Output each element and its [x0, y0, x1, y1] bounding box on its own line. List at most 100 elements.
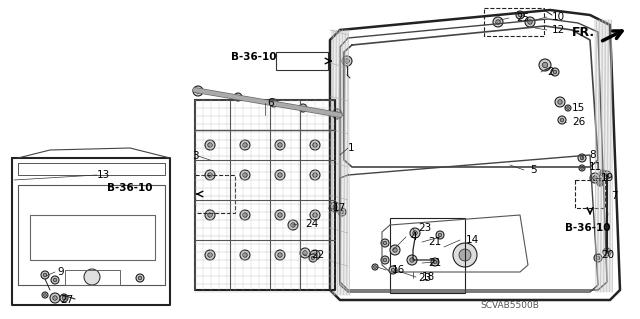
Circle shape — [205, 140, 215, 150]
Circle shape — [340, 210, 344, 214]
Text: 20: 20 — [601, 250, 614, 260]
Text: 15: 15 — [572, 103, 585, 113]
Circle shape — [240, 140, 250, 150]
Circle shape — [330, 202, 340, 212]
Text: 6: 6 — [267, 98, 274, 108]
Circle shape — [383, 258, 387, 262]
Bar — [484, 8, 544, 36]
Circle shape — [275, 250, 285, 260]
Circle shape — [381, 256, 389, 264]
Circle shape — [374, 266, 376, 268]
Circle shape — [410, 228, 420, 238]
Circle shape — [335, 112, 339, 116]
Bar — [276, 52, 328, 70]
Circle shape — [275, 170, 285, 180]
Circle shape — [407, 255, 417, 265]
Circle shape — [278, 143, 282, 147]
Circle shape — [205, 210, 215, 220]
Bar — [575, 180, 605, 208]
Text: 14: 14 — [466, 235, 479, 245]
Circle shape — [590, 173, 600, 183]
Text: 8: 8 — [589, 150, 596, 160]
Text: 19: 19 — [601, 173, 614, 183]
Circle shape — [240, 170, 250, 180]
Text: 11: 11 — [589, 162, 602, 172]
Circle shape — [555, 97, 565, 107]
Circle shape — [53, 278, 57, 282]
Circle shape — [303, 251, 307, 255]
Circle shape — [193, 86, 203, 96]
Circle shape — [594, 254, 602, 262]
Circle shape — [243, 173, 247, 177]
Circle shape — [453, 243, 477, 267]
Text: 27: 27 — [60, 295, 73, 305]
Circle shape — [580, 156, 584, 160]
Circle shape — [333, 205, 337, 209]
Circle shape — [243, 143, 247, 147]
Circle shape — [275, 210, 285, 220]
Circle shape — [560, 118, 564, 122]
Circle shape — [84, 269, 100, 285]
Circle shape — [553, 70, 557, 74]
Circle shape — [60, 294, 68, 302]
Circle shape — [433, 260, 437, 264]
Circle shape — [496, 20, 500, 24]
Circle shape — [605, 250, 609, 254]
Circle shape — [205, 250, 215, 260]
Circle shape — [558, 116, 566, 124]
Circle shape — [44, 273, 47, 277]
Circle shape — [313, 143, 317, 147]
Circle shape — [205, 170, 215, 180]
Circle shape — [42, 292, 48, 298]
Circle shape — [332, 109, 342, 119]
Circle shape — [438, 233, 442, 237]
Text: B-36-10: B-36-10 — [108, 183, 153, 193]
Circle shape — [52, 296, 57, 300]
Circle shape — [208, 143, 212, 147]
Circle shape — [62, 296, 66, 300]
Circle shape — [196, 89, 200, 93]
Text: 16: 16 — [392, 265, 405, 275]
Circle shape — [278, 173, 282, 177]
Circle shape — [44, 294, 46, 296]
Circle shape — [605, 173, 609, 177]
Circle shape — [301, 106, 305, 110]
Text: SCVAB5500B: SCVAB5500B — [481, 300, 540, 309]
Text: 17: 17 — [333, 203, 346, 213]
Circle shape — [593, 176, 597, 180]
Circle shape — [136, 274, 144, 282]
Circle shape — [313, 213, 317, 217]
Circle shape — [603, 248, 611, 256]
Bar — [195, 175, 235, 213]
Text: 2: 2 — [547, 67, 554, 77]
Circle shape — [598, 182, 602, 184]
Text: 24: 24 — [305, 219, 318, 229]
Circle shape — [299, 104, 307, 112]
Text: B-36-10: B-36-10 — [565, 223, 611, 233]
Circle shape — [372, 264, 378, 270]
Circle shape — [413, 231, 417, 235]
Text: 3: 3 — [192, 151, 198, 161]
Circle shape — [578, 154, 586, 162]
Text: 18: 18 — [422, 272, 435, 282]
Text: 26: 26 — [572, 117, 585, 127]
Text: 23: 23 — [418, 273, 431, 283]
Circle shape — [516, 11, 524, 19]
Circle shape — [240, 250, 250, 260]
Circle shape — [240, 210, 250, 220]
Circle shape — [596, 256, 600, 260]
Text: FR.: FR. — [572, 26, 595, 40]
Circle shape — [243, 253, 247, 257]
Circle shape — [528, 20, 532, 24]
Circle shape — [557, 100, 563, 104]
Circle shape — [313, 253, 317, 257]
Circle shape — [291, 223, 295, 227]
Circle shape — [580, 167, 583, 169]
Circle shape — [602, 172, 604, 174]
Circle shape — [525, 17, 535, 27]
Circle shape — [566, 107, 570, 109]
Circle shape — [236, 95, 240, 99]
Circle shape — [278, 213, 282, 217]
Circle shape — [50, 293, 60, 303]
Circle shape — [270, 99, 278, 107]
